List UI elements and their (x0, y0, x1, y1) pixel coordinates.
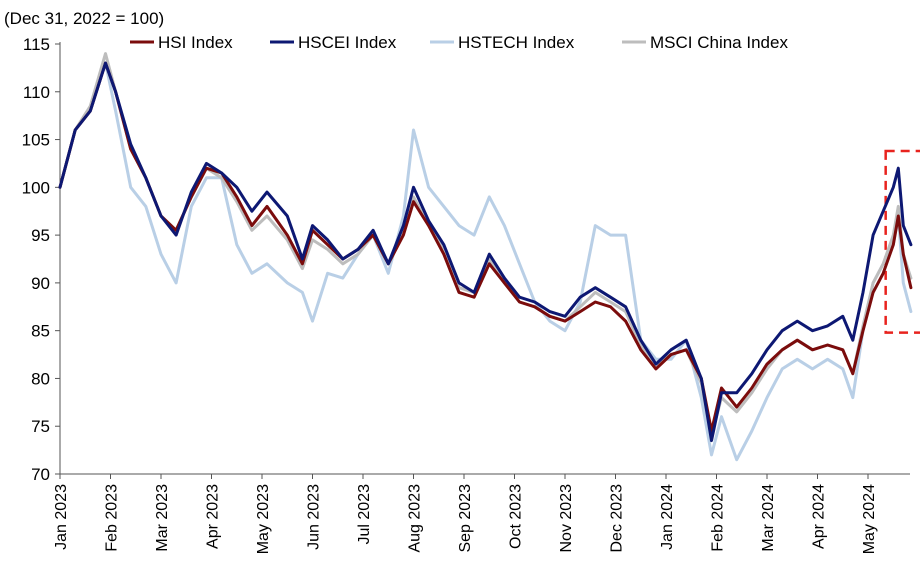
series-layer (58, 52, 913, 462)
x-tick-label: Mar 2023 (154, 484, 171, 552)
y-tick-label: 115 (23, 35, 50, 54)
series-line-hstech-index (58, 61, 913, 462)
x-tick-label: May 2023 (255, 484, 272, 554)
x-tick-label: Nov 2023 (558, 484, 575, 553)
legend-item: HSI Index (130, 33, 233, 52)
x-tick-label: Sep 2023 (457, 484, 474, 553)
x-tick-label: Feb 2023 (104, 484, 121, 552)
legend-label: HSTECH Index (458, 33, 575, 52)
legend-item: HSCEI Index (270, 33, 397, 52)
series-line-hsi-index (58, 61, 913, 433)
highlight-layer (884, 149, 920, 334)
y-tick-label: 70 (31, 465, 50, 484)
y-tick-label: 80 (31, 369, 50, 388)
legend-label: HSCEI Index (298, 33, 397, 52)
x-tick-label: Feb 2024 (710, 484, 727, 552)
x-tick-label: Jan 2023 (53, 484, 70, 550)
x-tick-label: Apr 2024 (811, 484, 828, 549)
x-tick-label: Dec 2023 (609, 484, 626, 553)
x-tick-label: Jan 2024 (659, 484, 676, 550)
y-tick-label: 85 (31, 322, 50, 341)
legend-item: MSCI China Index (622, 33, 788, 52)
chart-subtitle: (Dec 31, 2022 = 100) (4, 9, 164, 28)
highlight-box (884, 149, 920, 334)
axes: 70 75 80 85 90 95 100 105 110 115 Jan 2023 Feb 2023… (22, 35, 910, 554)
legend: HSI Index HSCEI Index HSTECH Index MSCI Chi… (130, 33, 788, 52)
x-tick-label: Apr 2023 (205, 484, 222, 549)
y-tick-label: 90 (31, 274, 50, 293)
x-tick-label: Jun 2023 (306, 484, 323, 550)
x-tick-label: Aug 2023 (407, 484, 424, 553)
x-tick-label: May 2024 (861, 484, 878, 554)
y-tick-label: 110 (23, 83, 50, 102)
y-tick-label: 100 (22, 178, 50, 197)
legend-label: HSI Index (158, 33, 233, 52)
legend-label: MSCI China Index (650, 33, 788, 52)
legend-item: HSTECH Index (430, 33, 575, 52)
x-tick-label: Oct 2023 (508, 484, 525, 549)
y-tick-label: 95 (31, 226, 50, 245)
y-tick-label: 105 (22, 131, 50, 150)
series-line-msci-china-index (58, 52, 913, 438)
x-tick-label: Mar 2024 (760, 484, 777, 552)
x-tick-label: Jul 2023 (356, 484, 373, 545)
series-line-hscei-index (58, 61, 913, 443)
y-tick-label: 75 (31, 417, 50, 436)
